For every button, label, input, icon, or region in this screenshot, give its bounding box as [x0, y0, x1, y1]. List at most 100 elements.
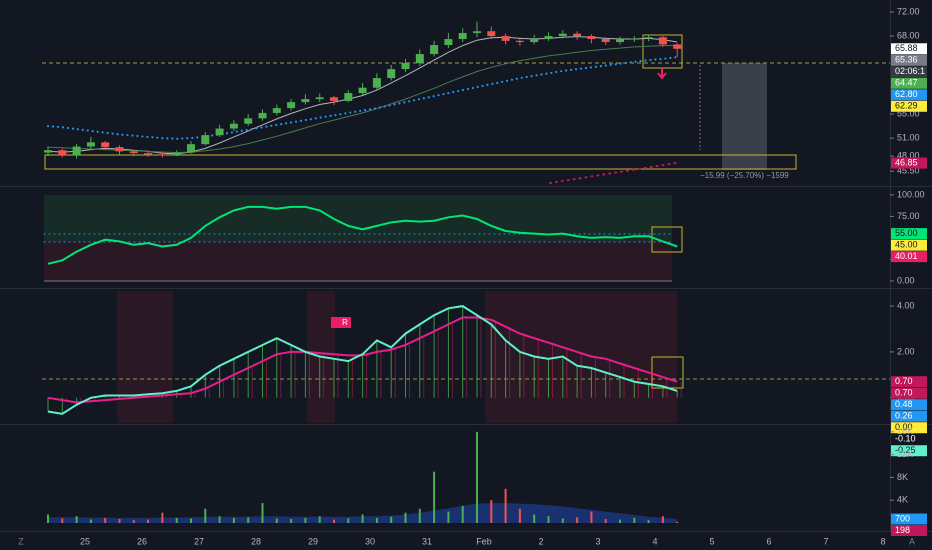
candle-body	[172, 152, 181, 155]
price-badge	[891, 445, 927, 457]
price-badge-label: 198	[895, 525, 910, 535]
candle-body	[115, 147, 124, 152]
marker-badge	[331, 317, 351, 328]
volume-bar	[619, 519, 621, 523]
volume-bar	[490, 500, 493, 523]
x-tick-label: 6	[766, 536, 771, 546]
candle-body	[558, 33, 567, 37]
y-tick-label: 4.00	[897, 300, 915, 310]
candle-body	[272, 108, 281, 113]
price-badge-label: 700	[895, 513, 910, 523]
bull-zone	[44, 195, 672, 242]
price-badge-label: 0.70	[895, 376, 913, 386]
x-tick-label: Feb	[476, 536, 492, 546]
y-tick-label: 51.00	[897, 133, 920, 143]
y-tick-label: 72.00	[897, 6, 920, 16]
volume-bar	[61, 518, 64, 523]
candle-body	[544, 36, 553, 40]
volume-bar	[175, 517, 178, 523]
candle-body	[587, 36, 596, 40]
volume-bar	[218, 516, 221, 523]
candle-body	[630, 38, 639, 40]
candle-body	[315, 97, 324, 100]
candle-body	[573, 33, 582, 37]
candle-body	[601, 39, 610, 43]
y-tick-label: 68.00	[897, 30, 920, 40]
price-badge	[891, 228, 927, 240]
x-tick-label: 7	[823, 536, 828, 546]
volume-bar	[390, 516, 393, 523]
volume-bar	[290, 519, 293, 523]
candle-body	[215, 128, 224, 136]
shade	[485, 291, 677, 423]
candle-body	[330, 97, 338, 101]
volume-bar	[147, 519, 150, 523]
volume-bar	[476, 431, 478, 523]
volume-bar	[633, 517, 636, 523]
price-badge	[891, 43, 927, 55]
candle-body	[201, 135, 210, 145]
corner-icon[interactable]: A	[909, 536, 915, 546]
volume-bar	[247, 517, 250, 523]
candle-body	[129, 151, 138, 154]
candle-body	[487, 31, 496, 37]
volume-bar	[361, 514, 364, 523]
volume-bar	[232, 517, 235, 523]
x-tick-label: 4	[652, 536, 657, 546]
volume-bar	[461, 505, 464, 523]
price-badge-label: 55.00	[895, 228, 918, 238]
x-tick-label: 29	[308, 536, 318, 546]
price-badge-label: 65.36	[895, 55, 918, 65]
corner-icon[interactable]: Z	[18, 536, 24, 546]
volume-bar	[132, 520, 135, 523]
x-tick-label: 3	[595, 536, 600, 546]
price-badge	[891, 239, 927, 251]
price-badge-label: -0.10	[895, 434, 916, 444]
volume-bar	[518, 508, 521, 523]
candle-body	[258, 112, 267, 119]
y-tick-label: 0.00	[897, 275, 915, 285]
candle-body	[86, 142, 95, 147]
candle-body	[72, 146, 81, 155]
volume-bar	[375, 517, 378, 523]
price-badge	[891, 89, 927, 101]
price-badge	[891, 399, 927, 411]
measure-annotation: −15.99 (−25.70%) −1599	[700, 171, 789, 180]
candle-body	[358, 87, 367, 94]
price-badge-label: 62.29	[895, 101, 918, 111]
price-badge-label: 40.01	[895, 251, 918, 261]
price-badge	[891, 433, 927, 445]
y-tick-label: 8K	[897, 472, 908, 482]
highlight-box	[651, 226, 683, 253]
down-arrow	[657, 68, 667, 80]
y-tick-label: 16K	[897, 426, 913, 436]
candle-body	[444, 39, 453, 46]
price-badge-label: -0.25	[895, 445, 916, 455]
countdown-badge	[891, 66, 927, 78]
volume-bar	[347, 518, 350, 523]
candle-body	[287, 102, 296, 109]
x-tick-label: 31	[422, 536, 432, 546]
volume-bar	[404, 512, 407, 523]
price-badge-label: 46.85	[895, 157, 918, 167]
price-badge-label: 0.48	[895, 399, 913, 409]
oscillator-line	[47, 205, 678, 265]
x-tick-label: 25	[80, 536, 90, 546]
projection-zone	[722, 63, 767, 170]
volume-bar	[433, 471, 436, 523]
volume-bar	[533, 514, 536, 523]
price-badge-label: 45.00	[895, 240, 918, 250]
price-badge-label: 0.70	[895, 388, 913, 398]
volume-bar	[676, 521, 679, 523]
price-badge	[891, 376, 927, 388]
volume-bar	[418, 508, 421, 523]
volume-bar	[333, 519, 335, 523]
price-badge-label: 64.47	[895, 78, 918, 88]
candle-body	[458, 33, 467, 40]
candle-body	[673, 44, 682, 49]
price-badge	[891, 387, 927, 399]
candle-body	[616, 39, 624, 43]
dotted-line	[46, 56, 679, 140]
price-badge	[891, 525, 927, 537]
price-badge-label: 0.26	[895, 411, 913, 421]
